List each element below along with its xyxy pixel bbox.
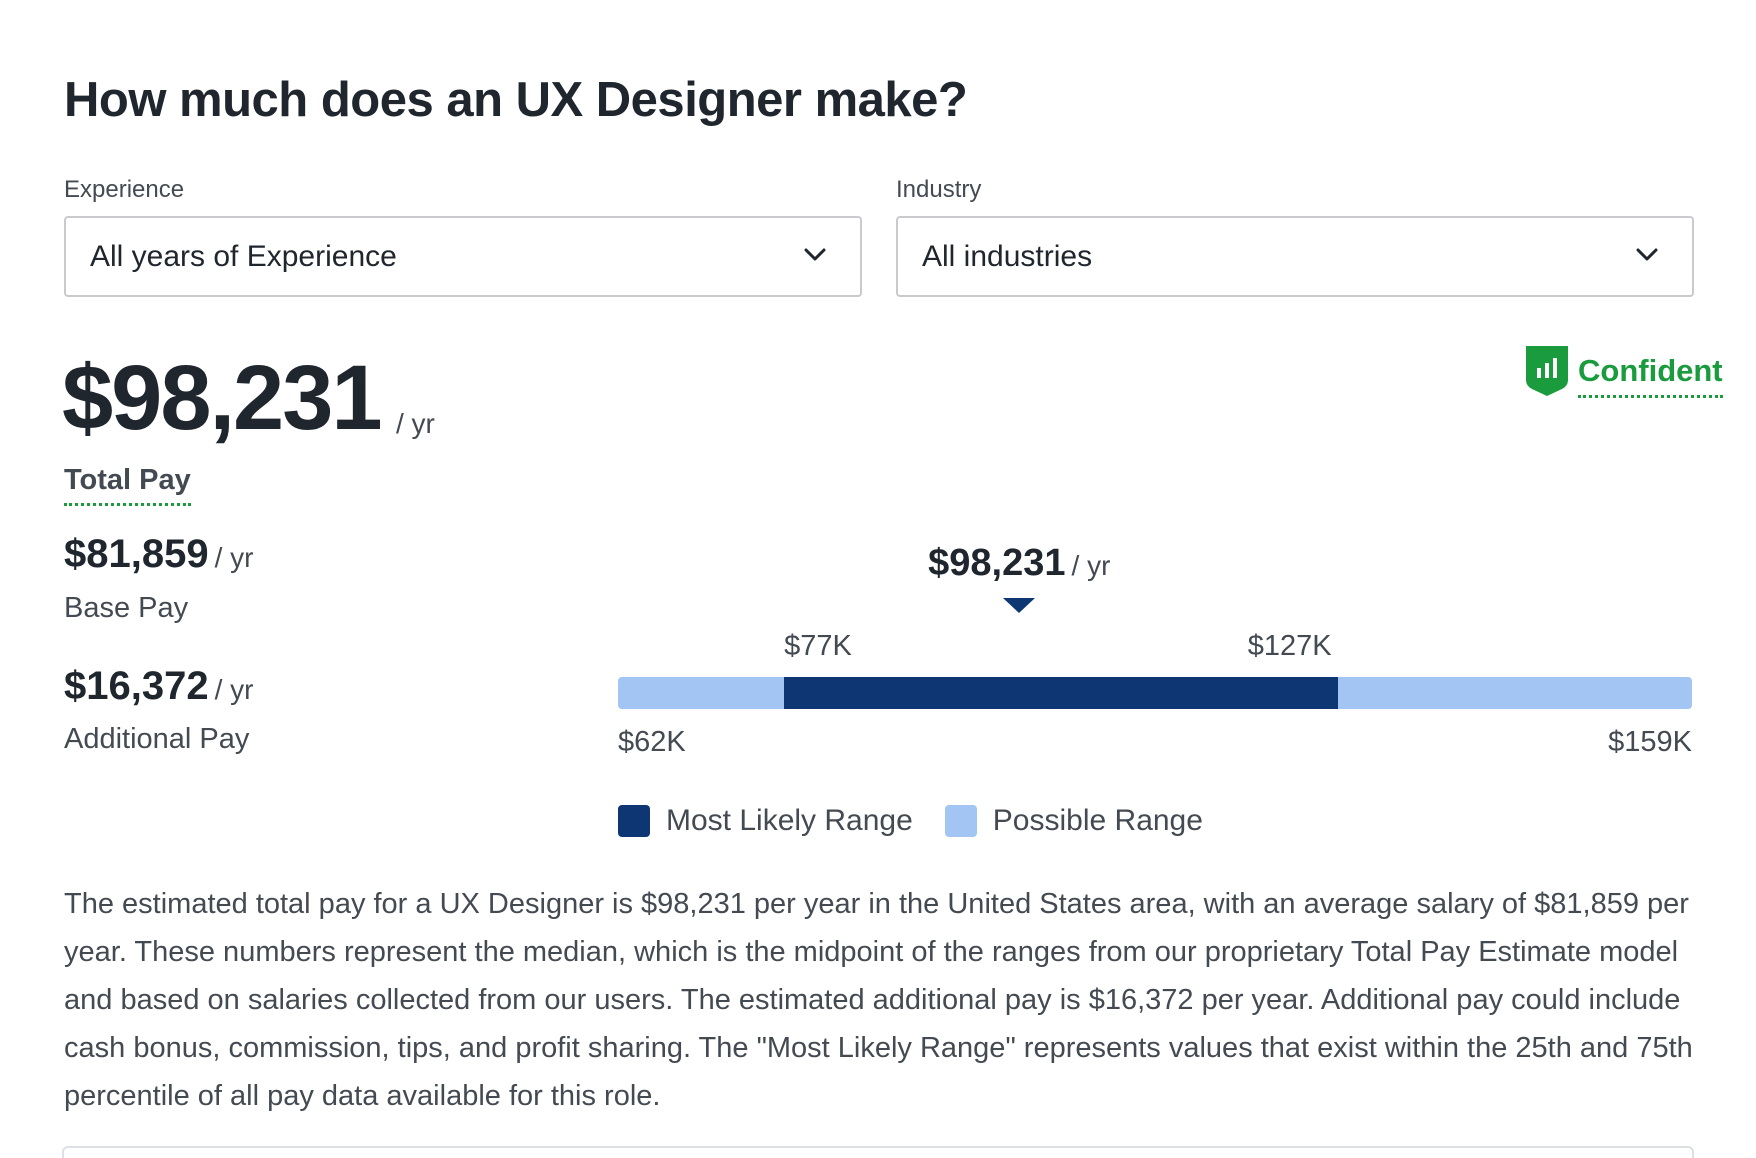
base-pay-per: / yr	[214, 542, 254, 573]
industry-select[interactable]: All industries	[896, 216, 1694, 297]
confidence-label: Confident	[1578, 353, 1723, 398]
confidence-indicator[interactable]: Confident	[1526, 343, 1723, 398]
likely-range-bar	[784, 677, 1338, 709]
base-pay-amount: $81,859/ yr	[64, 532, 253, 577]
experience-select[interactable]: All years of Experience	[64, 216, 862, 297]
likely-low-label: $77K	[784, 630, 852, 662]
legend-item-likely: Most Likely Range	[618, 804, 913, 838]
chevron-down-icon	[804, 248, 826, 261]
industry-select-value: All industries	[922, 239, 1093, 273]
page-title: How much does an UX Designer make?	[64, 73, 968, 127]
min-label: $62K	[618, 726, 686, 758]
total-pay-per: / yr	[396, 408, 435, 439]
total-pay-amount: $98,231	[62, 347, 383, 449]
legend-label-likely: Most Likely Range	[666, 804, 913, 837]
chevron-down-icon	[1636, 248, 1658, 261]
max-label: $159K	[1608, 726, 1692, 758]
median-value: $98,231	[928, 542, 1066, 584]
base-pay-label: Base Pay	[64, 592, 189, 624]
bar-chart-shield-icon	[1526, 345, 1568, 396]
additional-pay-per: / yr	[214, 674, 254, 705]
legend-swatch-possible	[944, 805, 977, 837]
industry-label: Industry	[896, 176, 982, 203]
legend-item-possible: Possible Range	[944, 804, 1203, 838]
median-per: / yr	[1071, 550, 1111, 581]
likely-high-label: $127K	[1247, 630, 1332, 662]
pay-range-chart: $98,231/ yr $77K $127K $62K $159K	[618, 530, 1692, 860]
median-label: $98,231/ yr	[928, 542, 1110, 585]
chart-legend: Most Likely Range Possible Range	[618, 804, 1235, 838]
experience-select-value: All years of Experience	[90, 239, 397, 273]
next-section-card	[62, 1146, 1694, 1158]
median-marker-icon	[1003, 598, 1036, 613]
legend-label-possible: Possible Range	[992, 804, 1203, 837]
experience-label: Experience	[64, 176, 185, 203]
base-pay-value: $81,859	[64, 532, 209, 576]
additional-pay-amount: $16,372/ yr	[64, 664, 253, 709]
legend-swatch-likely	[618, 805, 650, 837]
total-pay-label[interactable]: Total Pay	[64, 464, 191, 506]
pay-description: The estimated total pay for a UX Designe…	[64, 888, 1693, 1112]
additional-pay-label: Additional Pay	[64, 723, 250, 755]
additional-pay-value: $16,372	[64, 664, 209, 708]
